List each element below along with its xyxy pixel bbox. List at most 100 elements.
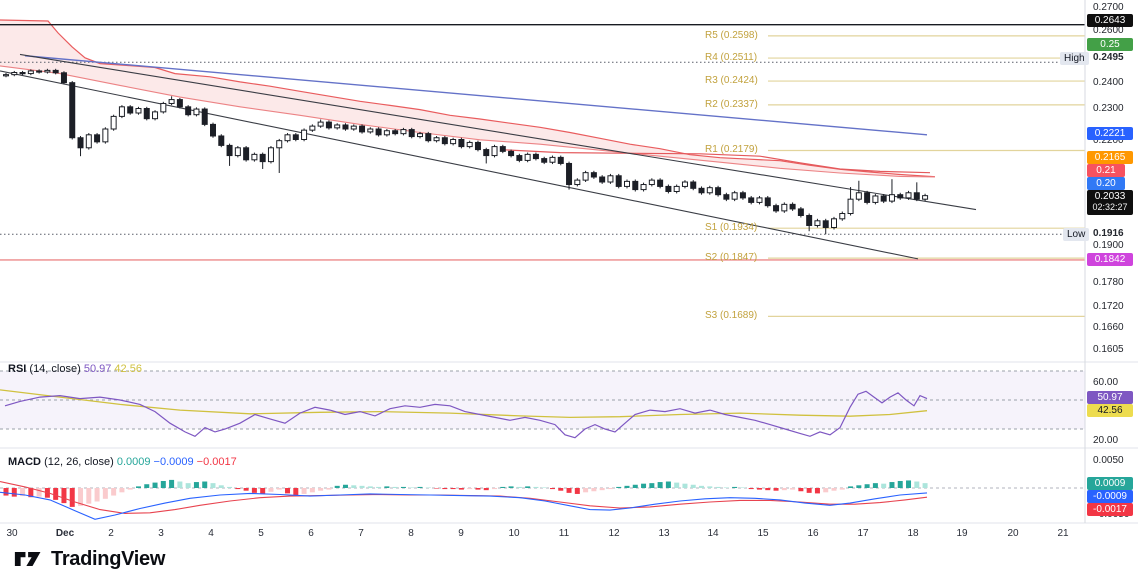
candle-body <box>359 125 366 133</box>
price-axis-label[interactable]: 0.2300 <box>1093 103 1124 114</box>
time-axis-label[interactable]: 10 <box>508 528 520 539</box>
candle-body <box>582 172 589 181</box>
macd-hist-bar <box>384 486 390 488</box>
candle-body <box>27 70 34 75</box>
time-axis-label[interactable]: 4 <box>208 528 214 539</box>
macd-hist-bar <box>657 482 663 488</box>
candle-body <box>441 137 448 145</box>
time-axis-label[interactable]: 11 <box>558 528 570 539</box>
price-axis-label[interactable]: 0.1605 <box>1093 344 1124 355</box>
candle-body <box>193 108 200 116</box>
rsi-ma-line <box>0 389 928 419</box>
macd-axis-label[interactable]: 0.0050 <box>1093 455 1124 466</box>
macd-hist-bar <box>715 486 721 488</box>
macd-hist-bar <box>748 488 754 490</box>
macd-hist-bar <box>492 488 498 490</box>
macd-hist-bar <box>781 488 787 491</box>
candle-body <box>508 150 515 157</box>
macd-hist-bar <box>342 484 348 488</box>
macd-hist-bar <box>417 486 423 488</box>
macd-badge: -0.0009 <box>1087 490 1133 503</box>
candle-body <box>557 156 564 164</box>
macd-hist-bar <box>881 483 887 488</box>
price-badge: 0.21 <box>1087 164 1125 177</box>
macd-hist-bar <box>740 487 746 488</box>
macd-hist-bar <box>351 485 357 488</box>
candle-body <box>127 106 134 114</box>
candle-body <box>408 129 415 138</box>
candle-body <box>715 187 722 196</box>
time-axis-label[interactable]: 13 <box>658 528 670 539</box>
macd-hist-bar <box>549 488 555 490</box>
time-axis-label[interactable]: 6 <box>308 528 314 539</box>
macd-hist-bar <box>3 488 9 496</box>
candle-body <box>922 195 929 200</box>
time-axis-label[interactable]: 12 <box>608 528 620 539</box>
candle-body <box>872 195 879 203</box>
high-marker-value: 0.2495 <box>1093 52 1124 63</box>
time-axis-label[interactable]: 20 <box>1007 528 1019 539</box>
time-axis-label[interactable]: 18 <box>907 528 919 539</box>
rsi-pane-title[interactable]: RSI (14, close) 50.97 42.56 <box>8 363 142 375</box>
macd-hist-bar <box>624 485 630 488</box>
time-axis-label[interactable]: 8 <box>408 528 414 539</box>
price-axis-label[interactable]: 0.1780 <box>1093 277 1124 288</box>
time-axis-label[interactable]: 9 <box>458 528 464 539</box>
macd-hist-bar <box>152 482 158 488</box>
time-axis-label[interactable]: 14 <box>707 528 719 539</box>
macd-hist-bar <box>276 488 282 490</box>
trendline-upper[interactable] <box>19 53 977 211</box>
macd-hist-bar <box>193 482 199 488</box>
price-axis-label[interactable]: 0.2700 <box>1093 2 1124 13</box>
macd-hist-bar <box>475 488 481 490</box>
time-axis-label[interactable]: 7 <box>358 528 364 539</box>
price-axis-label[interactable]: 0.1660 <box>1093 322 1124 333</box>
trendline-lower[interactable] <box>0 70 919 260</box>
time-axis-label[interactable]: 21 <box>1057 528 1069 539</box>
candle-body <box>814 220 821 226</box>
candle-body <box>458 138 465 148</box>
time-axis-label[interactable]: 30 <box>6 528 18 539</box>
candle-body <box>499 146 506 152</box>
candle-body <box>756 197 763 203</box>
rsi-axis-label[interactable]: 60.00 <box>1093 377 1119 388</box>
price-axis-label[interactable]: 0.2200 <box>1093 135 1124 146</box>
time-axis-label[interactable]: Dec <box>55 528 75 539</box>
macd-hist-bar <box>458 488 464 490</box>
time-axis-label[interactable]: 2 <box>108 528 114 539</box>
time-axis-label[interactable]: 17 <box>857 528 869 539</box>
rsi-axis-label[interactable]: 20.00 <box>1093 435 1119 446</box>
candle-body <box>375 128 382 136</box>
candle-body <box>913 192 920 200</box>
macd-hist-bar <box>806 488 812 493</box>
time-axis-label[interactable]: 5 <box>258 528 264 539</box>
macd-hist-bar <box>334 485 340 488</box>
price-axis-label[interactable]: 0.2600 <box>1093 25 1124 36</box>
macd-hist-bar <box>260 488 266 494</box>
macd-hist-bar <box>36 488 42 497</box>
price-axis-label[interactable]: 0.2400 <box>1093 77 1124 88</box>
candle-body <box>450 138 457 145</box>
candle-body <box>773 205 780 212</box>
macd-hist-bar <box>649 483 655 488</box>
tradingview-logo[interactable]: TradingView <box>14 546 165 572</box>
time-axis-label[interactable]: 15 <box>757 528 769 539</box>
macd-hist-bar <box>127 488 133 490</box>
blue-trendline[interactable] <box>24 55 928 136</box>
macd-pane-title[interactable]: MACD (12, 26, close) 0.0009 −0.0009 −0.0… <box>8 456 237 468</box>
time-axis-label[interactable]: 3 <box>158 528 164 539</box>
candle-body <box>897 194 904 199</box>
macd-hist-bar <box>583 488 589 493</box>
macd-hist-bar <box>541 487 547 488</box>
price-axis-label[interactable]: 0.1900 <box>1093 240 1124 251</box>
candle-body <box>624 180 630 187</box>
macd-hist-bar <box>897 480 903 488</box>
rsi-badge: 42.56 <box>1087 404 1133 417</box>
macd-hist-bar <box>450 488 456 490</box>
candle-body <box>168 99 175 104</box>
macd-hist-bar <box>566 488 572 493</box>
time-axis-label[interactable]: 16 <box>807 528 819 539</box>
price-axis-label[interactable]: 0.1720 <box>1093 301 1124 312</box>
time-axis-label[interactable]: 19 <box>956 528 968 539</box>
